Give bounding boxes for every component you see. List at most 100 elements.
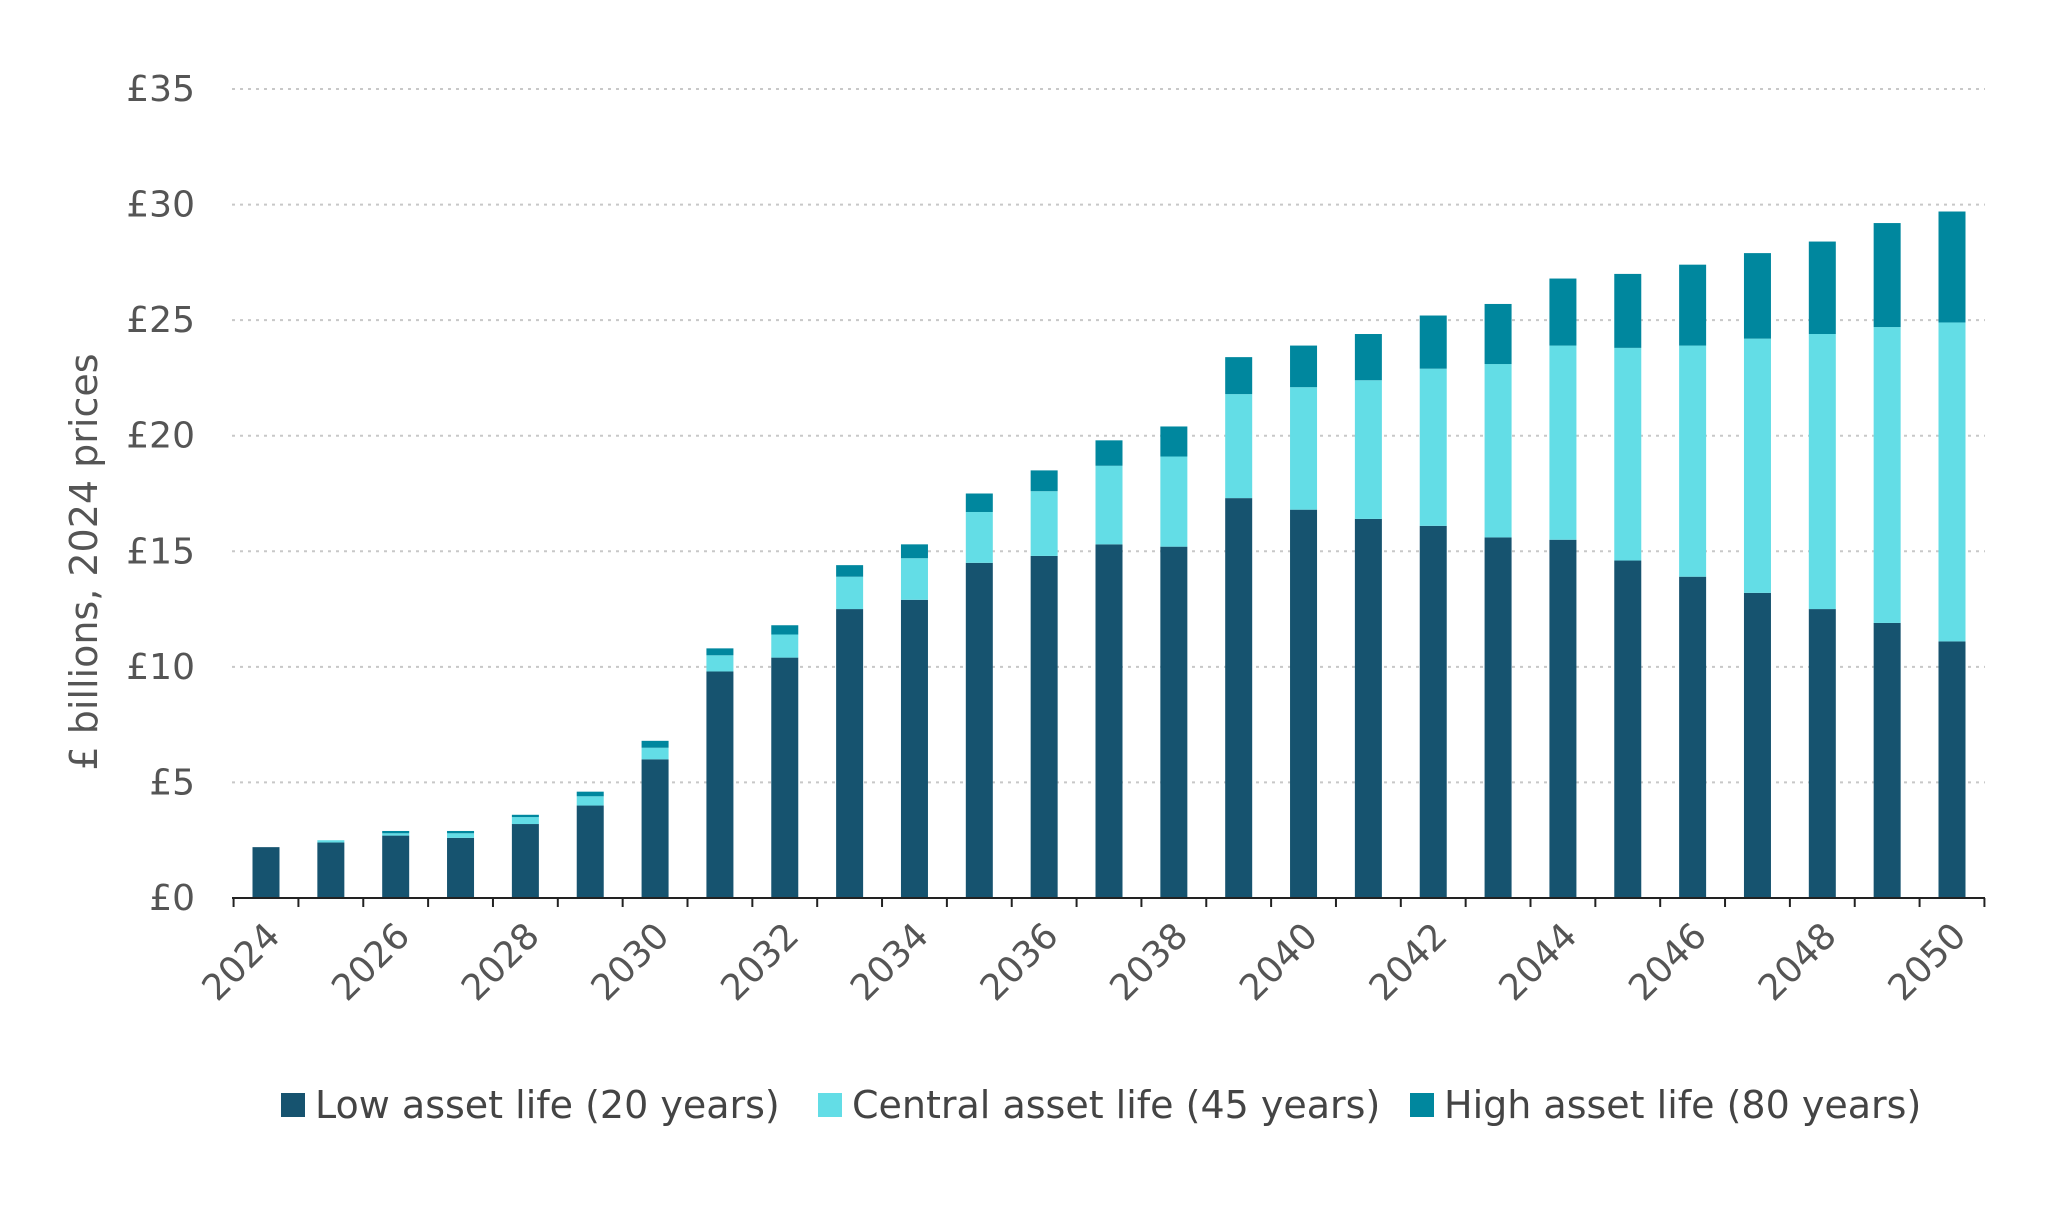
bar-2036-series-2 — [1030, 491, 1058, 556]
bar-2049-series-3 — [1873, 223, 1901, 328]
bar-2043-series-3 — [1484, 303, 1512, 365]
x-tick-label: 2026 — [324, 915, 418, 1009]
bar-2033-series-3 — [836, 565, 864, 577]
bar-2041-series-1 — [1354, 518, 1382, 898]
x-tick-label: 2040 — [1232, 915, 1326, 1009]
y-tick-label: £30 — [126, 185, 195, 226]
bar-2028-series-2 — [511, 817, 539, 825]
bar-2032-series-3 — [771, 625, 799, 635]
x-tick-label: 2042 — [1362, 915, 1456, 1009]
legend-item: Low asset life (20 years) — [281, 1083, 780, 1127]
bar-2044-series-1 — [1549, 539, 1577, 898]
bar-2026-series-1 — [382, 835, 410, 898]
bar-2034-series-2 — [900, 558, 928, 600]
legend-item: High asset life (80 years) — [1410, 1083, 1921, 1127]
bar-2030-series-3 — [641, 740, 669, 748]
y-tick-labels: £0 £5 £10 £15 £20 £25 £30 £35 — [126, 69, 195, 919]
bar-2033-series-2 — [836, 576, 864, 610]
x-tick-label: 2034 — [843, 915, 937, 1009]
bar-2029-series-1 — [576, 805, 604, 898]
bar-2050-series-3 — [1938, 211, 1966, 323]
x-tick-label: 2048 — [1751, 915, 1845, 1009]
legend-label: Central asset life (45 years) — [852, 1083, 1380, 1127]
bar-2035-series-2 — [965, 511, 993, 563]
bar-2032-series-1 — [771, 657, 799, 898]
x-tick-label: 2044 — [1492, 915, 1586, 1009]
legend-swatch — [281, 1093, 305, 1117]
bar-2046-series-3 — [1679, 264, 1707, 346]
x-tick-labels: 2024 2026 2028 2030 2032 2034 2036 2038 2040 2042… — [195, 915, 1975, 1009]
bar-2025-series-1 — [317, 842, 345, 898]
x-tick-label: 2032 — [713, 915, 807, 1009]
bar-2033-series-1 — [836, 609, 864, 898]
bar-2040-series-3 — [1290, 345, 1318, 388]
bar-2026-series-3 — [382, 830, 410, 834]
y-tick-label: £10 — [126, 647, 195, 688]
x-tick-label: 2050 — [1881, 915, 1975, 1009]
bar-2044-series-3 — [1549, 278, 1577, 346]
bar-2043-series-1 — [1484, 537, 1512, 898]
y-tick-label: £20 — [126, 416, 195, 457]
axes — [232, 897, 1986, 907]
bar-2042-series-1 — [1419, 525, 1447, 898]
bar-2045-series-2 — [1614, 347, 1642, 561]
bar-2047-series-3 — [1743, 253, 1771, 339]
y-tick-label: £35 — [126, 69, 195, 110]
bar-2029-series-3 — [576, 791, 604, 797]
bar-2039-series-1 — [1225, 498, 1253, 898]
y-tick-label: £15 — [126, 531, 195, 572]
bar-2037-series-3 — [1095, 440, 1123, 466]
bar-2027-series-2 — [447, 833, 475, 838]
bar-2048-series-2 — [1808, 334, 1836, 610]
bar-2031-series-3 — [706, 648, 734, 656]
bar-2036-series-3 — [1030, 470, 1058, 492]
bar-2038-series-1 — [1160, 546, 1188, 898]
bar-2050-series-2 — [1938, 322, 1966, 642]
x-tick-label: 2028 — [454, 915, 548, 1009]
x-tick-label: 2024 — [195, 915, 289, 1009]
bar-2027-series-3 — [447, 830, 475, 834]
x-tick-label: 2036 — [973, 915, 1067, 1009]
bar-2037-series-1 — [1095, 544, 1123, 898]
legend-label: High asset life (80 years) — [1444, 1083, 1921, 1127]
x-tick-label: 2030 — [584, 915, 678, 1009]
bar-2048-series-1 — [1808, 609, 1836, 898]
bar-2039-series-2 — [1225, 394, 1253, 499]
bar-2047-series-2 — [1743, 338, 1771, 593]
bar-2027-series-1 — [447, 837, 475, 898]
legend-label: Low asset life (20 years) — [315, 1083, 780, 1127]
bar-2050-series-1 — [1938, 641, 1966, 898]
bar-2032-series-2 — [771, 634, 799, 658]
bar-2029-series-2 — [576, 796, 604, 806]
bar-2036-series-1 — [1030, 555, 1058, 898]
bar-2049-series-1 — [1873, 622, 1901, 898]
bar-2045-series-1 — [1614, 560, 1642, 898]
bar-2028-series-3 — [511, 814, 539, 818]
bar-2046-series-2 — [1679, 345, 1707, 577]
bar-2040-series-1 — [1290, 509, 1318, 898]
bar-2042-series-3 — [1419, 315, 1447, 369]
bar-2034-series-1 — [900, 599, 928, 898]
legend-item: Central asset life (45 years) — [818, 1083, 1380, 1127]
bar-2047-series-1 — [1743, 592, 1771, 898]
y-tick-label: £5 — [149, 762, 195, 803]
bar-2039-series-3 — [1225, 357, 1253, 395]
bar-2049-series-2 — [1873, 327, 1901, 623]
bar-2043-series-2 — [1484, 364, 1512, 538]
bars — [252, 211, 1966, 898]
bar-2035-series-1 — [965, 562, 993, 898]
bar-2031-series-2 — [706, 655, 734, 672]
legend: Low asset life (20 years) Central asset l… — [281, 1083, 1921, 1127]
legend-swatch — [818, 1093, 842, 1117]
bar-2048-series-3 — [1808, 241, 1836, 335]
bar-2044-series-2 — [1549, 345, 1577, 540]
x-tick-label: 2046 — [1621, 915, 1715, 1009]
bar-2038-series-2 — [1160, 456, 1188, 547]
bar-2037-series-2 — [1095, 465, 1123, 545]
bar-2030-series-2 — [641, 747, 669, 760]
bar-2030-series-1 — [641, 759, 669, 898]
bar-2040-series-2 — [1290, 387, 1318, 510]
bar-2042-series-2 — [1419, 368, 1447, 526]
